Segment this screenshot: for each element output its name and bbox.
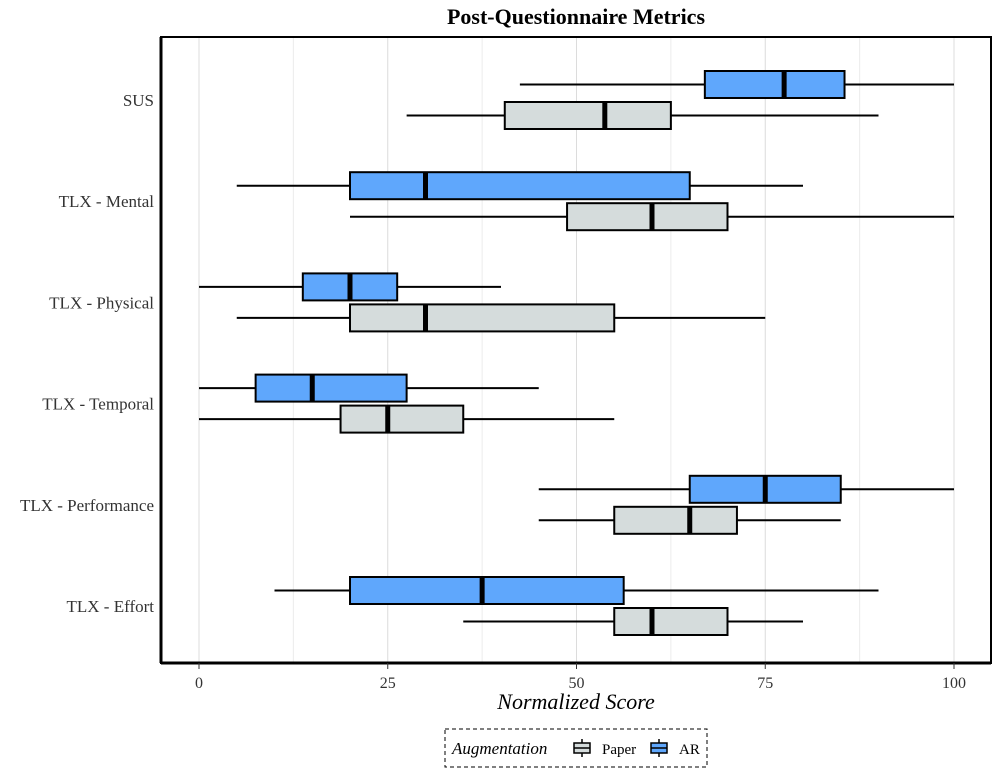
iqr-box (349, 171, 691, 201)
iqr-box (339, 404, 465, 434)
chart-title: Post-Questionnaire Metrics (447, 4, 705, 29)
box-paper-0 (406, 101, 879, 130)
iqr-box (254, 373, 408, 403)
x-tick-label-50: 50 (569, 675, 585, 692)
x-tick-label-75: 75 (757, 675, 773, 692)
box-layer (199, 70, 954, 636)
category-labels: SUS TLX - Mental TLX - Physical TLX - Tempo… (20, 91, 154, 616)
category-label-5: TLX - Effort (67, 597, 155, 616)
iqr-box (613, 505, 738, 535)
box-ar-5 (274, 576, 879, 605)
iqr-box (349, 576, 625, 605)
category-label-3: TLX - Temporal (42, 395, 154, 414)
legend-label-ar: AR (679, 742, 700, 758)
box-ar-1 (236, 171, 803, 201)
legend-label-paper: Paper (602, 742, 636, 758)
x-axis-title: Normalized Score (496, 689, 655, 714)
category-label-2: TLX - Physical (49, 293, 154, 312)
x-tick-label-25: 25 (380, 675, 396, 692)
iqr-box (503, 101, 672, 130)
iqr-box (566, 202, 729, 232)
box-ar-0 (519, 70, 954, 99)
legend-title: Augmentation (451, 739, 547, 758)
x-tick-label-0: 0 (195, 675, 203, 692)
legend-key-ar: AR (650, 739, 700, 758)
box-paper-3 (199, 404, 615, 434)
box-paper-4 (538, 505, 841, 535)
box-ar-4 (538, 474, 954, 504)
iqr-box (613, 607, 729, 636)
box-paper-2 (236, 303, 766, 333)
iqr-box (349, 303, 616, 333)
legend-key-paper: Paper (573, 739, 636, 758)
category-label-0: SUS (123, 91, 154, 110)
category-label-1: TLX - Mental (59, 192, 155, 211)
box-paper-1 (350, 202, 954, 232)
box-paper-5 (463, 607, 803, 636)
legend: Augmentation Paper AR (444, 728, 708, 768)
box-ar-2 (199, 272, 501, 302)
iqr-box (703, 70, 846, 99)
category-label-4: TLX - Performance (20, 496, 154, 515)
grid-layer (198, 37, 955, 663)
x-ticks: 0 25 50 75 100 (195, 663, 966, 692)
legend-keys: Paper AR (573, 739, 700, 758)
x-tick-label-100: 100 (942, 675, 966, 692)
box-ar-3 (199, 373, 539, 403)
